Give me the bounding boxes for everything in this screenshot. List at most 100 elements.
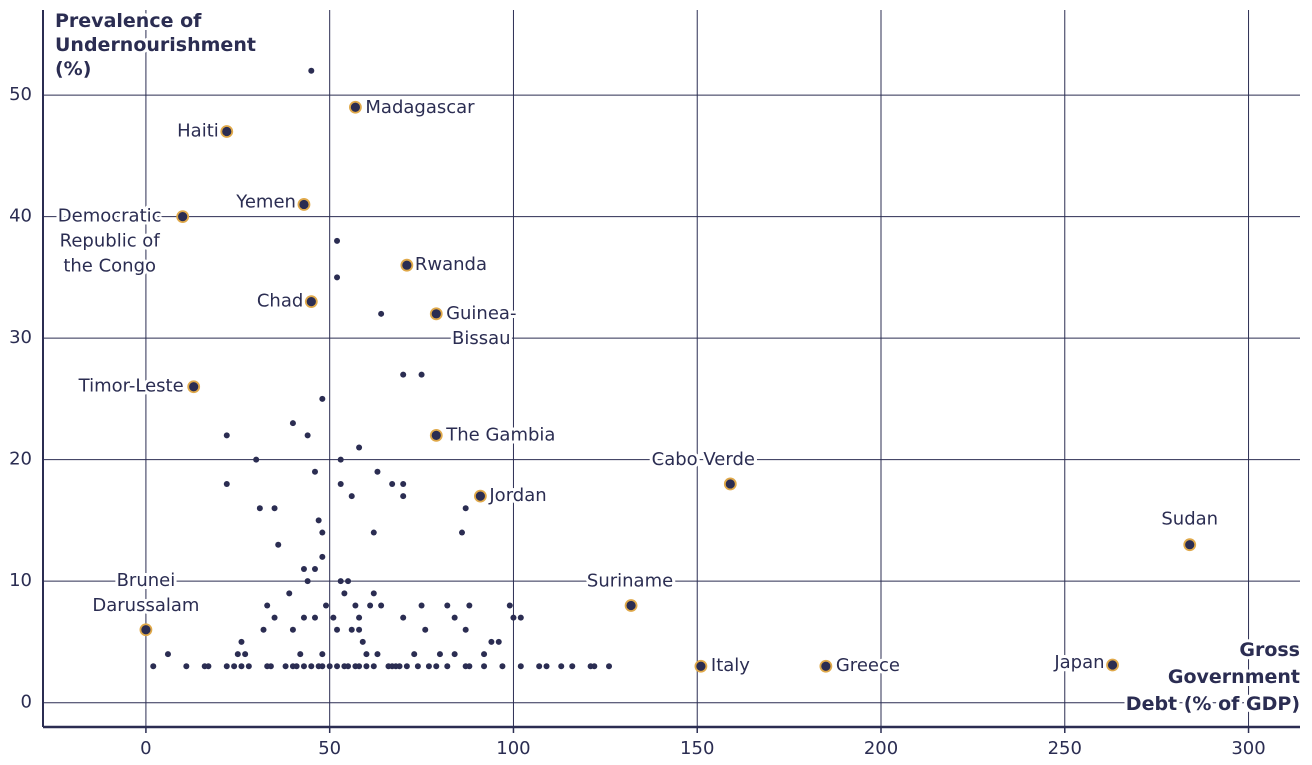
point	[403, 663, 410, 670]
highlight-point	[139, 623, 153, 637]
point-label: Italy	[711, 655, 750, 676]
point-label: Guinea-Bissau	[446, 303, 516, 349]
point	[205, 663, 212, 670]
point	[378, 310, 385, 317]
point	[289, 626, 296, 633]
x-tick-label: 200	[864, 738, 898, 759]
point	[260, 626, 267, 633]
point	[444, 602, 451, 609]
point-label: Jordan	[488, 485, 546, 506]
point	[264, 602, 271, 609]
highlight-point	[429, 428, 443, 442]
point	[506, 602, 513, 609]
y-tick-label: 50	[9, 84, 32, 105]
point	[348, 493, 355, 500]
point	[374, 651, 381, 658]
point-label: Chad	[257, 291, 303, 312]
point	[308, 67, 315, 74]
point	[348, 626, 355, 633]
point	[481, 663, 488, 670]
point	[334, 663, 341, 670]
point	[488, 638, 495, 645]
point	[300, 566, 307, 573]
x-tick-label: 300	[1231, 738, 1265, 759]
point	[378, 602, 385, 609]
point-label: Sudan	[1161, 509, 1218, 530]
point	[271, 614, 278, 621]
point	[451, 614, 458, 621]
point	[245, 663, 252, 670]
point	[323, 602, 330, 609]
point	[389, 480, 396, 487]
point	[275, 541, 282, 548]
point-label: Timor-Leste	[78, 376, 184, 397]
point	[286, 590, 293, 597]
point	[510, 614, 517, 621]
highlight-point	[624, 599, 638, 612]
point	[319, 553, 326, 560]
point	[400, 371, 407, 378]
point-label: Cabo Verde	[652, 449, 755, 470]
grid	[43, 10, 1300, 727]
point	[337, 456, 344, 463]
highlight-point	[176, 210, 190, 223]
point	[315, 517, 322, 524]
point	[300, 614, 307, 621]
point	[304, 578, 311, 585]
point-label: Japan	[1053, 652, 1104, 673]
point	[297, 651, 304, 658]
point	[495, 638, 502, 645]
highlight-point	[429, 307, 443, 321]
point	[396, 663, 403, 670]
point	[256, 505, 263, 512]
point	[311, 614, 318, 621]
point	[367, 602, 374, 609]
highlight-point	[187, 380, 201, 394]
point	[433, 663, 440, 670]
point	[337, 480, 344, 487]
point	[352, 602, 359, 609]
highlight-point	[297, 198, 311, 211]
point	[345, 663, 352, 670]
highlight-point	[1183, 538, 1197, 552]
point	[400, 614, 407, 621]
point	[374, 468, 381, 475]
x-axis-label: Gross Government Debt (% of GDP)	[1126, 639, 1300, 715]
point	[334, 237, 341, 244]
y-axis-label: Prevalence of Undernourishment (%)	[55, 10, 256, 80]
point	[330, 614, 337, 621]
x-tick-label: 50	[318, 738, 341, 759]
point-label: Haiti	[177, 121, 219, 142]
point	[444, 663, 451, 670]
point	[591, 663, 598, 670]
point	[183, 663, 190, 670]
point	[341, 590, 348, 597]
highlight-point	[1106, 658, 1119, 672]
point	[425, 663, 432, 670]
point	[267, 663, 274, 670]
point	[436, 651, 443, 658]
point	[569, 663, 576, 670]
point	[606, 663, 613, 670]
point	[334, 274, 341, 281]
highlight-point	[819, 659, 833, 673]
point	[231, 663, 238, 670]
point	[414, 663, 421, 670]
point	[400, 480, 407, 487]
point	[223, 663, 230, 670]
point	[363, 663, 370, 670]
point	[234, 651, 241, 658]
y-tick-label: 20	[9, 449, 32, 470]
point	[356, 626, 363, 633]
point	[422, 626, 429, 633]
point-label: Brunei Darussalam	[92, 570, 199, 616]
point	[418, 602, 425, 609]
point	[359, 638, 366, 645]
point	[558, 663, 565, 670]
point	[223, 480, 230, 487]
point	[293, 663, 300, 670]
point	[499, 663, 506, 670]
point-label: Democratic Republic of the Congo	[58, 206, 162, 277]
point	[304, 432, 311, 439]
